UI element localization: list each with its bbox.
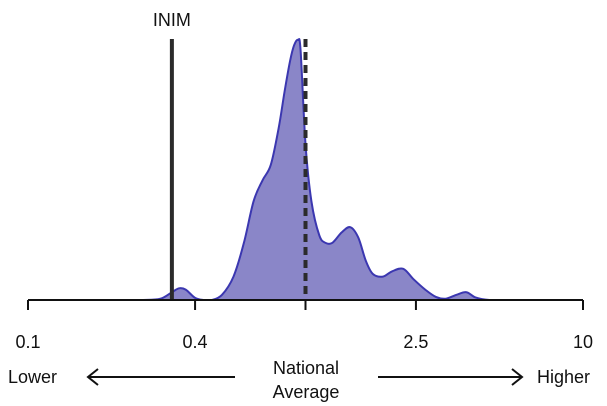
national-label: National xyxy=(273,358,339,378)
x-tick-label: 0.4 xyxy=(183,332,208,352)
x-tick-label: 2.5 xyxy=(403,332,428,352)
x-axis: 0.1 0.4 2.5 10 xyxy=(15,299,593,352)
direction-annotation: Lower National Average Higher xyxy=(8,358,590,402)
left-arrow-head xyxy=(86,368,99,386)
inim-label: INIM xyxy=(153,10,191,30)
average-label: Average xyxy=(273,382,340,402)
reference-lines-layer: INIM xyxy=(153,10,308,300)
higher-label: Higher xyxy=(537,367,590,387)
right-arrow-head xyxy=(511,368,524,386)
lower-label: Lower xyxy=(8,367,57,387)
density-area xyxy=(111,39,505,300)
x-tick-label: 0.1 xyxy=(15,332,40,352)
x-tick-label: 10 xyxy=(573,332,593,352)
